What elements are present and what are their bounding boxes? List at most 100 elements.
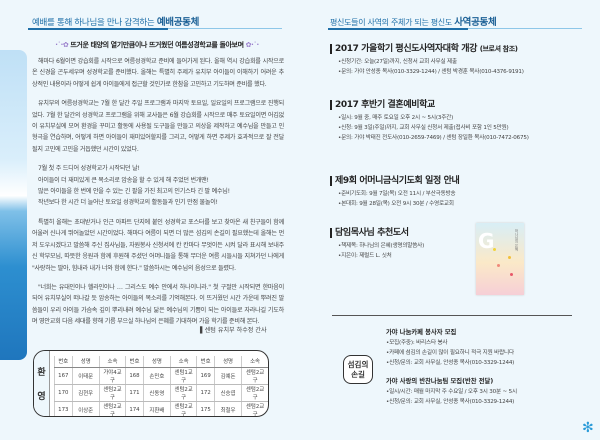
table-cell: 171 <box>125 384 144 402</box>
table-cell: 이태문 <box>71 367 100 385</box>
title-text: 2017 후반기 결혼예비학교 <box>335 100 435 110</box>
column-header: 성명 <box>71 356 100 368</box>
exclaim-line: 많은 아이들을 한 번에 안을 수 있는 긴 팔을 가진 최고의 인기스타 긴 … <box>38 188 230 196</box>
table-cell: 가야4교구 <box>98 367 126 385</box>
table-cell: 172 <box>196 384 215 402</box>
service-item: •모집(주중): 바리스타 봉사 <box>386 340 448 346</box>
service-title: 가야 나눔카페 봉사자 모집 <box>386 329 457 336</box>
table-cell: 센텀1교구 <box>169 367 197 385</box>
table-row: 170 김현우 센텀2교구 171 신동영 센텀2교구 172 신승엽 센텀2교구 <box>54 384 268 402</box>
column-header: 번호 <box>196 356 215 368</box>
header-main: 사역공동체 <box>454 17 497 28</box>
section-divider <box>332 315 572 316</box>
column-header: 성명 <box>142 356 171 368</box>
title-text: 제9회 어머니금식기도회 일정 안내 <box>335 176 460 186</box>
table-cell: 173 <box>54 401 73 416</box>
column-header: 소속 <box>169 356 197 368</box>
notice-title: 담임목사님 추천도서 <box>330 228 580 238</box>
notice-item: •본대회: 9월 28일(목) 오전 9시 30분 / 수영로교회 <box>338 201 454 207</box>
exclaim-line: 작년보다 한 시간 더 늘어난 토요일 성경학교의 활동들과 인기 만점 물놀이… <box>38 199 218 207</box>
paragraph: "너희는 유대인이나 헬라인이나 … 그리스도 예수 안에서 하나이니라." 첫… <box>32 283 284 326</box>
table-cell: 지환배 <box>142 401 171 416</box>
label-char: 환 <box>37 367 46 378</box>
table-cell: 김현우 <box>71 384 100 402</box>
article-subtitle: ·˙·✿ 뜨거운 태양의 열기만큼이나 뜨거웠던 여름성경학교를 돌아보며 ✿·… <box>32 40 282 50</box>
table-cell: 170 <box>54 384 73 402</box>
header-pre: 예배를 통해 하나님을 만나 감격하는 <box>32 18 155 28</box>
service-item: •신청/문의: 교회 사무실, 안성종 목사(010-3329-1244) <box>386 399 515 405</box>
service-list: 가야 나눔카페 봉사자 모집 •모집(주중): 바리스타 봉사 •카페에 섬김의 손… <box>386 328 586 407</box>
notice-section: 제9회 어머니금식기도회 일정 안내 •준비기도회: 9월 7일(목) 오전 1… <box>330 176 580 209</box>
table-cell: 김예돈 <box>213 367 242 385</box>
sky-ocean-image <box>0 50 27 360</box>
service-title: 가야 사랑의 반찬나눔팀 모집(반찬 전달) <box>386 378 494 385</box>
flower-decoration-icon: ·˙·✿ <box>55 41 71 49</box>
column-header: 번호 <box>125 356 144 368</box>
paragraph: 특별히 올해는 초대받거나 인근 아파트 단지에 붙인 성경학교 포스터를 보고… <box>32 218 284 272</box>
table-cell: 신동영 <box>142 384 171 402</box>
table-cell: 센텀2교구 <box>241 367 268 385</box>
column-header: 소속 <box>98 356 126 368</box>
title-text: 담임목사님 추천도서 <box>335 228 409 238</box>
column-header: 소속 <box>241 356 268 368</box>
service-item: •카페에 섬김의 손길이 많이 필요하니 적극 지원 바랍니다 <box>386 350 514 356</box>
notice-item: •신청: 9월 3일(주일)까지, 교회 사무실 신청서 제출(접사비 포함 1… <box>338 125 509 131</box>
table-cell: 센텀2교구 <box>241 384 268 402</box>
table-cell: 센텀2교구 <box>241 401 268 416</box>
subtitle-text: 뜨거운 태양의 열기만큼이나 뜨거웠던 여름성경학교를 돌아보며 <box>70 41 244 49</box>
notice-title: 제9회 어머니금식기도회 일정 안내 <box>330 176 580 186</box>
table-cell: 신승엽 <box>213 384 242 402</box>
notice-section: 2017 가을학기 평신도사역자대학 개강 (브로셔 참조) •신청기간: 오늘(… <box>330 44 580 77</box>
notice-item: •신청기간: 오늘(27일)까지, 신청서 교회 사무실 제출 <box>338 59 457 65</box>
book-title: 하나님의 은혜 <box>515 229 519 252</box>
table-cell: 최철우 <box>213 401 242 416</box>
notice-section: 담임목사님 추천도서 •책제목: 하나님의 은혜(생명의말씀사) •지은이: 제럴… <box>330 228 580 261</box>
table-cell: 센텀2교구 <box>169 384 197 402</box>
table-cell: 175 <box>196 401 215 416</box>
badge-text: 섬김의 손길 <box>347 360 369 379</box>
left-header: 예배를 통해 하나님을 만나 감격하는 예배공동체 <box>32 14 199 28</box>
service-badge: 섬김의 손길 <box>343 355 373 384</box>
table-cell: 167 <box>54 367 73 385</box>
notice-item: •책제목: 하나님의 은혜(생명의말씀사) <box>338 243 425 249</box>
header-main: 예배공동체 <box>156 17 200 28</box>
author-signature: ▌센텀 유치부 하수정 간사 <box>200 327 267 334</box>
title-text: 2017 가을학기 평신도사역자대학 개강 <box>335 44 477 54</box>
header-underline <box>28 28 282 30</box>
notice-item: •일시: 9월 중, 매주 토요일 오후 2시 ~ 5시(3주간) <box>338 115 454 121</box>
notice-title: 2017 후반기 결혼예비학교 <box>330 100 580 110</box>
table-cell: 이상준 <box>71 401 100 416</box>
right-header: 평신도들이 사역의 주체가 되는 평신도 사역공동체 <box>330 14 497 28</box>
column-header: 성명 <box>213 356 242 368</box>
table-cell: 168 <box>125 367 144 385</box>
table-cell: 손민호 <box>142 367 171 385</box>
table-row: 167 이태문 가야4교구 168 손민호 센텀1교구 169 김예돈 센텀2교구 <box>54 367 268 385</box>
notice-title: 2017 가을학기 평신도사역자대학 개강 (브로셔 참조) <box>330 44 580 54</box>
notice-item: •문의: 가야 안성종 목사(010-3329-1244) / 센텀 박경훈 목… <box>338 69 524 75</box>
book-cover-image: G 하나님의 은혜 <box>476 223 524 295</box>
header-underline <box>328 28 582 30</box>
flower-decoration-icon: ✻ <box>582 420 594 436</box>
flower-decoration-icon: ✿·˙· <box>243 41 259 49</box>
service-item: •일시/시간: 매월 마지막 주 수요일 / 오후 3시 30분 ~ 5시 <box>386 389 517 395</box>
table-row: 173 이상준 센텀2교구 174 지환배 센텀2교구 175 최철우 센텀2교구 <box>54 401 268 416</box>
table-cell: 센텀2교구 <box>169 401 197 416</box>
table-cell: 169 <box>196 367 215 385</box>
book-cover-letter: G <box>478 229 495 253</box>
exclaim-list: 7월 첫 주 드디어 성경학교가 시작되던 날! 아이들이 더 재미있게 큰 목… <box>32 163 284 209</box>
paragraph: 유치부의 여름성경학교는 7월 한 달간 주일 프로그램과 마지막 토요일, 일… <box>32 100 284 153</box>
label-char: 영 <box>37 392 46 403</box>
article-body: 해마다 6월이면 강습회를 시작으로 여름성경학교 준비에 들어가게 된다. 올… <box>32 56 284 336</box>
exclaim-line: 7월 첫 주 드디어 성경학교가 시작되던 날! <box>38 165 140 173</box>
notice-section: 2017 후반기 결혼예비학교 •일시: 9월 중, 매주 토요일 오후 2시 … <box>330 100 580 143</box>
title-note: (브로셔 참조) <box>479 45 518 53</box>
notice-item: •문의: 가야 박태진 전도사(010-2659-7469) / 센텀 장일환 … <box>338 135 529 141</box>
table-cell: 센텀2교구 <box>98 401 126 416</box>
table-cell: 센텀2교구 <box>98 384 126 402</box>
newcomer-table: 번호 성명 소속 번호 성명 소속 번호 성명 소속 167 이태문 가야4교구 168 손민호 센텀1교… <box>54 356 268 416</box>
header-pre: 평신도들이 사역의 주체가 되는 평신도 <box>330 18 452 27</box>
notice-item: •지은이: 제럴드 L. 싯처 <box>338 253 392 259</box>
service-item: •신청/문의: 교회 사무실, 안성종 목사(010-3329-1244) <box>386 360 515 366</box>
